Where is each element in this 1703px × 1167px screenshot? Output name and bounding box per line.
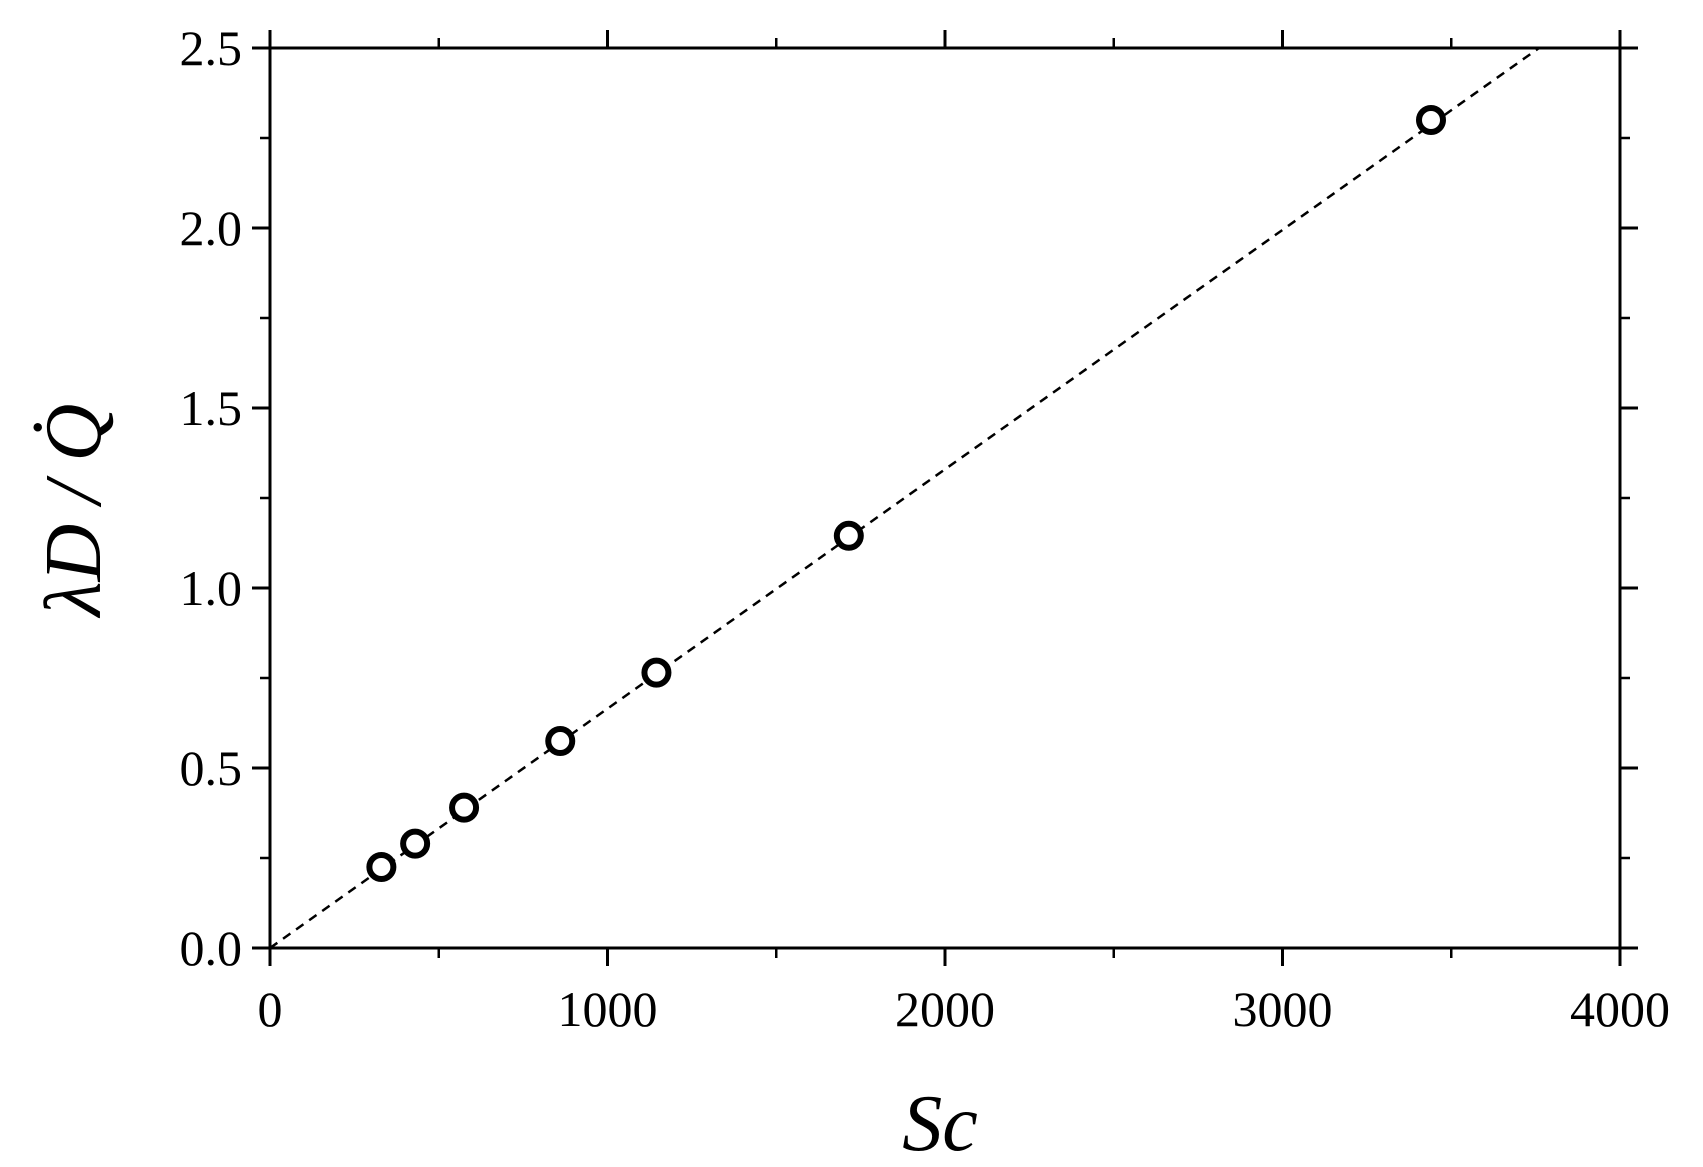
data-point: [449, 792, 480, 823]
x-axis-label: Sc: [902, 1080, 978, 1167]
x-tick-label: 3000: [1233, 981, 1333, 1037]
data-point: [833, 520, 864, 551]
fit-line: [269, 46, 1540, 950]
data-point: [641, 657, 672, 688]
y-tick-label: 2.0: [180, 200, 243, 256]
data-point: [1416, 105, 1446, 135]
y-tick-label: 1.5: [180, 380, 243, 436]
plot-area: 0 1000 2000 3000 4000 0.0 0.5 1.0 1.5 2.0 2.5: [180, 20, 1671, 1037]
x-tick-label: 4000: [1570, 981, 1670, 1037]
y-tick-label: 0.5: [180, 740, 243, 796]
data-point: [366, 852, 397, 882]
y-tick-label: 2.5: [180, 20, 243, 76]
y-tick-label: 0.0: [180, 920, 243, 976]
x-tick-label: 0: [258, 981, 283, 1037]
x-tick-label: 2000: [895, 981, 995, 1037]
data-point: [545, 726, 576, 756]
y-axis-label: λD / Q̇: [30, 404, 118, 618]
x-tick-label: 1000: [558, 981, 658, 1037]
y-tick-label: 1.0: [180, 560, 243, 616]
data-point: [400, 828, 431, 859]
